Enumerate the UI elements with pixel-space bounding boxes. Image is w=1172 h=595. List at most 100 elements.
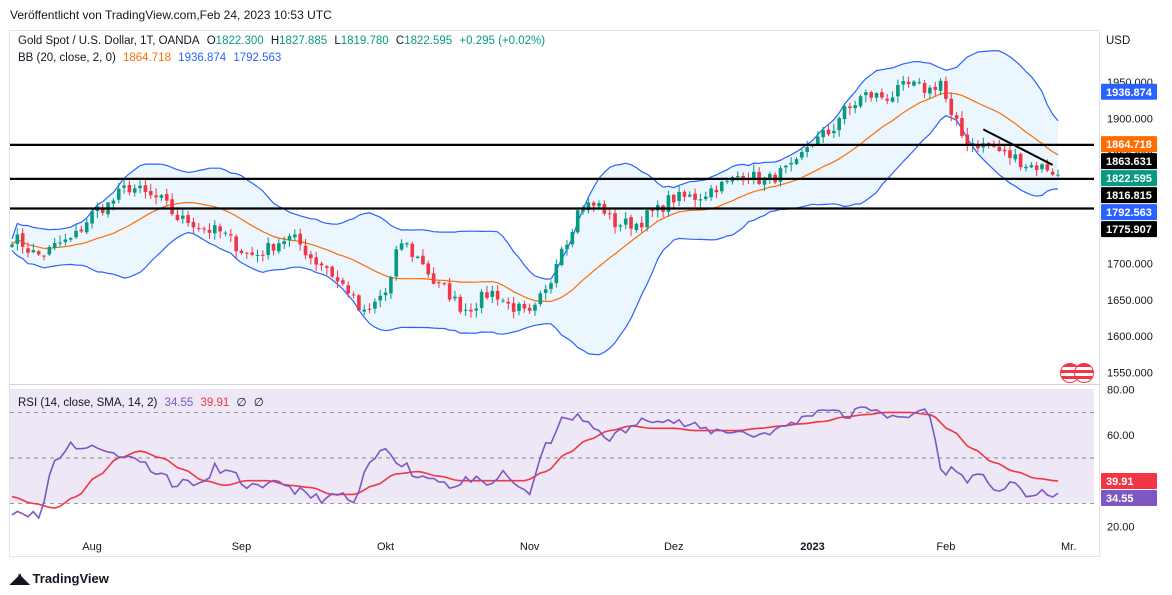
candle [501, 300, 505, 302]
candle [223, 232, 228, 234]
candle [271, 244, 276, 251]
bb-basis-value: 1864.718 [123, 52, 171, 64]
candle [154, 195, 158, 198]
candle [415, 256, 420, 258]
price-tick-label: 1650.000 [1107, 295, 1153, 307]
candle [186, 215, 190, 224]
candle [506, 301, 511, 304]
candle [170, 199, 174, 215]
candle [751, 171, 756, 180]
candle [319, 263, 324, 266]
price-badge-hline-bg [1101, 153, 1157, 170]
change-value: +0.295 (+0.02%) [459, 35, 546, 47]
candle [234, 236, 238, 252]
candle [922, 83, 927, 93]
candle [15, 234, 20, 244]
price-tick-label: 1700.000 [1107, 259, 1153, 271]
candle [591, 202, 596, 206]
candle [314, 257, 318, 265]
price-badge-bb_upper: 1936.874 [1106, 87, 1153, 99]
candle [682, 191, 687, 197]
price-badge-bb_lower-bg [1101, 204, 1157, 221]
candle [63, 239, 68, 243]
candle [20, 233, 25, 247]
candle [832, 130, 836, 134]
candle [229, 234, 233, 236]
candle [84, 222, 89, 233]
price-badge-hline-bg [1101, 187, 1157, 204]
candle [191, 221, 196, 228]
candle [293, 234, 297, 238]
candle [527, 307, 532, 311]
candle [282, 241, 286, 245]
bb-lower-value: 1792.563 [233, 52, 282, 64]
candle [885, 98, 890, 101]
price-badge-hline: 1863.631 [1106, 156, 1152, 168]
candle [778, 168, 783, 182]
candle [629, 217, 633, 229]
candle [917, 82, 922, 84]
candle [26, 248, 30, 253]
bb-legend: BB (20, close, 2, 0) 1864.718 1936.874 1… [18, 52, 285, 64]
candle [906, 81, 911, 85]
candle [261, 254, 265, 256]
rsi-badge-sma-bg [1101, 472, 1157, 489]
candle [437, 282, 441, 284]
candle [928, 87, 932, 94]
candle [944, 81, 948, 99]
candle [218, 226, 222, 232]
price-badge-close-bg [1101, 170, 1157, 187]
candle [842, 106, 847, 120]
candle [880, 92, 884, 98]
candle [768, 173, 772, 179]
candle [949, 98, 954, 115]
high-value: 1827.885 [279, 35, 328, 47]
candle [212, 225, 217, 234]
candle [373, 301, 377, 309]
candle [709, 188, 713, 198]
bb-fill [12, 50, 1058, 355]
candle [1040, 164, 1044, 170]
candle [864, 92, 868, 96]
candle [100, 207, 105, 213]
candle [378, 295, 383, 301]
candle [639, 222, 644, 228]
candle [805, 147, 809, 152]
published-notice: Veröffentlicht von TradingView.com,Feb 2… [10, 8, 332, 22]
candle [896, 84, 900, 97]
candle [1018, 153, 1023, 168]
candle [266, 242, 270, 255]
symbol-name: Gold Spot / U.S. Dollar, 1T, OANDA [18, 35, 200, 47]
tradingview-footer[interactable]: ◢◣ TradingView [10, 570, 109, 587]
rsi-line [11, 406, 1059, 520]
currency-label: USD [1106, 35, 1131, 47]
candle [784, 165, 788, 168]
candle [303, 245, 308, 256]
candle [485, 292, 489, 298]
time-tick-label: Sep [232, 541, 252, 553]
price-badge-bb_basis-bg [1101, 136, 1157, 153]
bb-upper-value: 1936.874 [178, 52, 227, 64]
bb-basis-line [11, 92, 1059, 302]
candle [127, 184, 132, 193]
time-tick-label: Aug [82, 541, 102, 553]
candle [116, 188, 121, 200]
tradingview-logo-icon: ◢◣ [10, 570, 29, 586]
candle [132, 188, 137, 193]
rsi-value: 34.55 [164, 397, 194, 409]
candle [714, 189, 719, 193]
candle [607, 213, 612, 215]
candle [111, 200, 116, 204]
candle [853, 105, 857, 109]
candle [143, 185, 148, 193]
rsi-tick-label: 60.00 [1107, 430, 1135, 442]
rsi-tick-label: 20.00 [1107, 521, 1135, 533]
candle [794, 159, 799, 165]
price-badge-bb_lower: 1792.563 [1106, 207, 1152, 219]
price-badge-hline: 1816.815 [1106, 190, 1152, 202]
candle [565, 244, 569, 250]
candle [533, 304, 537, 311]
price-tick-label: 1900.000 [1107, 114, 1153, 126]
candle [650, 209, 655, 212]
